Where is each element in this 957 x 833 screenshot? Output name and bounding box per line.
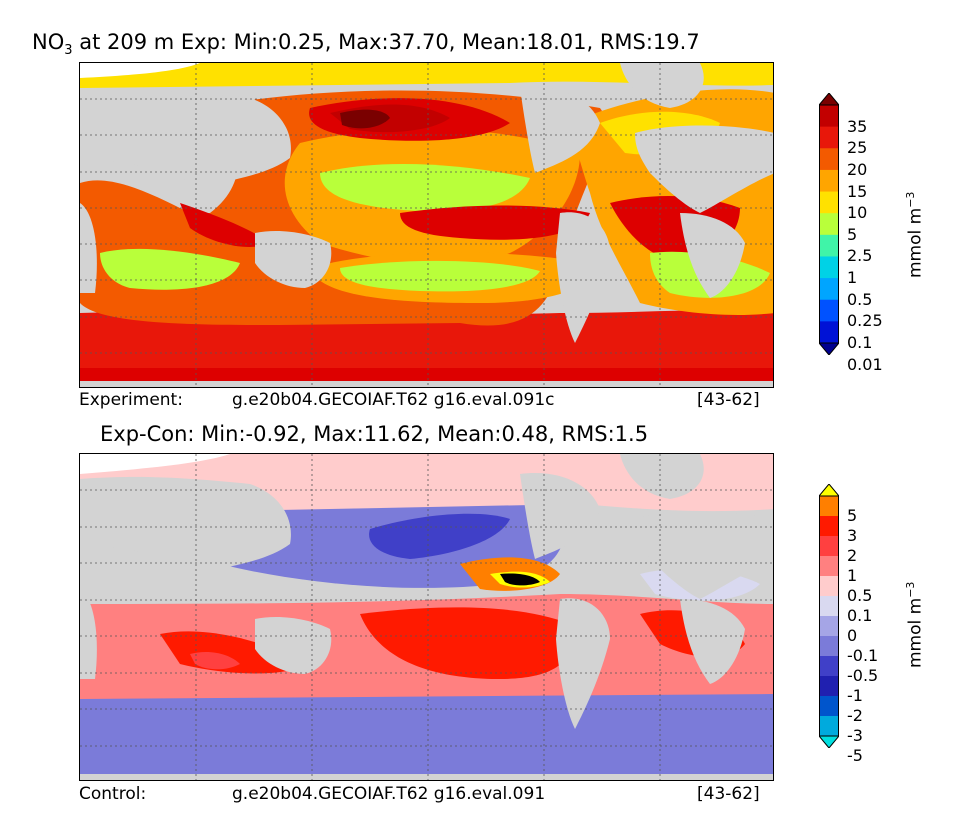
bottom-colorbar-tick-label: 0 xyxy=(847,626,858,645)
top-colorbar-tick-label: 2.5 xyxy=(847,246,873,266)
top-map-title: NO3 at 209 m Exp: Min:0.25, Max:37.70, M… xyxy=(32,30,700,59)
top-colorbar-segment xyxy=(819,191,839,214)
bottom-colorbar-segment xyxy=(819,696,839,717)
bottom-colorbar-tick-label: 0.5 xyxy=(847,586,873,605)
bottom-colorbar-unit: mmol m−3 xyxy=(904,581,926,668)
top-map-panel xyxy=(79,62,774,388)
top-map-contours xyxy=(80,63,773,387)
top-colorbar-segment xyxy=(819,278,839,301)
top-colorbar-frame xyxy=(819,104,839,344)
top-caption-years: [43-62] xyxy=(697,390,760,410)
top-colorbar xyxy=(819,93,839,355)
bottom-colorbar-segment xyxy=(819,676,839,697)
bottom-caption-years: [43-62] xyxy=(697,784,760,804)
top-colorbar-tick-label: 1 xyxy=(847,268,858,288)
bottom-colorbar-tick-label: 3 xyxy=(847,526,858,545)
bottom-colorbar-segment xyxy=(819,616,839,637)
top-colorbar-segment xyxy=(819,256,839,279)
bottom-map-title: Exp-Con: Min:-0.92, Max:11.62, Mean:0.48… xyxy=(100,422,649,446)
top-caption-case: g.e20b04.GECOIAF.T62 g16.eval.091c xyxy=(232,390,555,410)
top-colorbar-segment xyxy=(819,148,839,171)
top-colorbar-segment xyxy=(819,105,839,128)
bottom-colorbar-segment xyxy=(819,656,839,677)
top-colorbar-tick-label: 0.01 xyxy=(847,354,883,374)
top-colorbar-tick-label: 0.25 xyxy=(847,311,883,331)
bottom-colorbar-tick-label: 2 xyxy=(847,546,858,565)
top-colorbar-segment xyxy=(819,234,839,257)
top-colorbar-segment xyxy=(819,213,839,236)
top-colorbar-extend-min xyxy=(819,342,839,355)
top-colorbar-extend-max xyxy=(819,93,839,106)
bottom-colorbar-frame xyxy=(819,495,839,737)
top-colorbar-segment xyxy=(819,321,839,344)
bottom-colorbar-segment xyxy=(819,556,839,577)
bottom-colorbar-tick-label: 0.1 xyxy=(847,606,873,625)
bottom-colorbar-tick-label: 5 xyxy=(847,506,858,525)
bottom-colorbar-segment xyxy=(819,636,839,657)
bottom-colorbar-tick-label: -3 xyxy=(847,726,863,745)
bottom-colorbar-tick-label: -1 xyxy=(847,686,863,705)
bottom-colorbar-extend-max xyxy=(819,484,839,497)
bottom-colorbar-segment xyxy=(819,496,839,517)
top-colorbar-tick-label: 15 xyxy=(847,181,868,201)
bottom-colorbar-segment xyxy=(819,516,839,537)
bottom-colorbar-tick-label: -0.5 xyxy=(847,666,879,685)
bottom-caption-label: Control: xyxy=(79,784,147,804)
bottom-colorbar-segment xyxy=(819,596,839,617)
top-colorbar-tick-label: 0.5 xyxy=(847,289,873,309)
top-colorbar-tick-label: 25 xyxy=(847,138,868,158)
bottom-colorbar-tick-label: -5 xyxy=(847,746,863,765)
bottom-colorbar-segment xyxy=(819,716,839,737)
bottom-colorbar-tick-label: -0.1 xyxy=(847,646,879,665)
bottom-map-panel xyxy=(79,453,774,781)
bottom-colorbar-segment xyxy=(819,576,839,597)
top-caption-label: Experiment: xyxy=(79,390,183,410)
bottom-caption-case: g.e20b04.GECOIAF.T62 g16.eval.091 xyxy=(232,784,546,804)
top-colorbar-tick-label: 20 xyxy=(847,159,868,179)
top-colorbar-tick-label: 10 xyxy=(847,203,868,223)
top-colorbar-segment xyxy=(819,126,839,149)
top-colorbar-tick-label: 35 xyxy=(847,116,868,136)
bottom-map-contours xyxy=(80,454,773,780)
bottom-colorbar xyxy=(819,484,839,748)
bottom-colorbar-tick-label: 1 xyxy=(847,566,858,585)
bottom-colorbar-extend-min xyxy=(819,735,839,748)
top-colorbar-tick-label: 0.1 xyxy=(847,333,873,352)
top-colorbar-segment xyxy=(819,299,839,322)
top-colorbar-unit: mmol m−3 xyxy=(904,191,926,278)
bottom-colorbar-segment xyxy=(819,536,839,557)
bottom-colorbar-tick-label: -2 xyxy=(847,706,863,725)
top-colorbar-segment xyxy=(819,169,839,193)
top-colorbar-tick-label: 5 xyxy=(847,224,858,244)
